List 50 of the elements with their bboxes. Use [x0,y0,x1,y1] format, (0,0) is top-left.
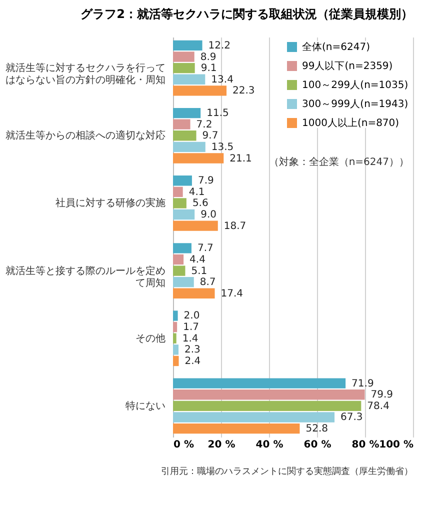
x-tick-label: 80 % [352,440,380,450]
data-label: 5.1 [191,266,208,277]
data-label: 2.4 [184,356,201,367]
x-tick-label: 20 % [208,440,236,450]
data-label: 1.7 [183,322,199,334]
data-label: 9.7 [202,130,218,142]
data-label: 13.5 [211,142,234,153]
data-label: 4.4 [190,254,206,266]
y-tick-label: 特にない [126,400,166,412]
data-label: 17.4 [220,288,244,300]
text: 引用元：職場のハラスメントに関する実態調査（厚生労働省） [161,466,413,477]
data-label: 5.6 [192,198,208,210]
legend-label: 99人以下(n=2359) [302,60,393,72]
data-label: 2.3 [184,344,200,356]
data-label: 8.9 [200,52,216,63]
data-label: 18.7 [224,220,246,232]
data-label: 7.9 [198,176,214,187]
data-label: 9.1 [200,63,217,74]
data-label: 22.3 [232,86,255,97]
data-label: 7.7 [197,243,214,254]
data-label: 1.4 [182,333,198,344]
data-label: 12.2 [208,40,231,52]
y-tick-label: 社員に対する研修の実施 [56,197,166,210]
x-tick-label: 60 % [304,440,332,450]
data-label: 79.9 [370,390,394,401]
legend-label: 300～999人(n=1943) [302,99,408,110]
data-label: 13.4 [211,74,234,86]
y-tick-label: 就活生等と接する際のルールを定めて周知 [6,264,166,289]
data-label: 11.5 [206,108,229,120]
legend-label: 1000人以上(n=870) [302,117,400,129]
data-label: 8.7 [200,277,216,288]
x-tick-label: 0 % [174,440,194,450]
data-label: 78.4 [367,400,390,412]
data-label: 67.3 [340,412,363,424]
x-tick-label: 100 % [379,440,414,450]
data-label: 7.2 [196,119,212,130]
legend-label: 100～299人(n=1035) [302,80,408,91]
data-label: 9.0 [200,210,217,221]
y-tick-label: 就活生等に対するセクハラを行ってはならない旨の方針の明確化・周知 [6,62,166,86]
annotation: （対象：全企業（n=6247）） [268,156,409,168]
x-tick-label: 40 % [256,440,284,450]
data-label: 4.1 [188,186,205,198]
data-label: 21.1 [230,153,252,164]
data-label: 71.9 [352,378,374,390]
chart-title: グラフ2：就活等セクハラに関する取組状況（従業員規模別） [80,7,413,21]
y-tick-label: 就活生等からの相談への適切な対応 [6,130,166,142]
data-label: 52.8 [306,424,328,435]
y-tick-label: その他 [136,332,166,344]
legend-label: 全体(n=6247) [302,41,370,53]
data-label: 2.0 [184,310,200,322]
